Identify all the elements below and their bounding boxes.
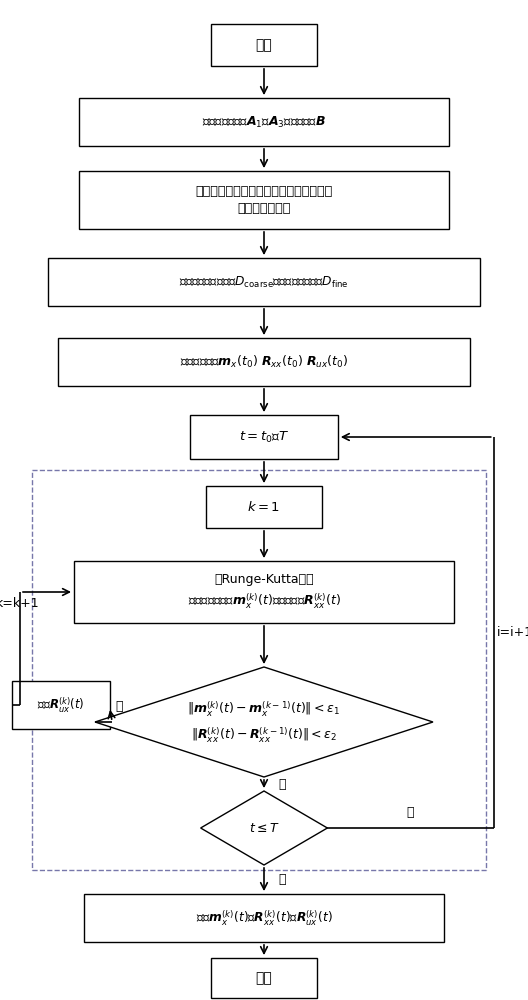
- Text: 计算$\boldsymbol{R}_{ux}^{(k)}(t)$: 计算$\boldsymbol{R}_{ux}^{(k)}(t)$: [37, 695, 84, 715]
- Polygon shape: [201, 791, 327, 865]
- Text: 输出$\boldsymbol{m}_x^{(k)}(t)$，$\boldsymbol{R}_{xx}^{(k)}(t)$，$\boldsymbol{R}_{ux: 输出$\boldsymbol{m}_x^{(k)}(t)$，$\boldsymb…: [195, 908, 333, 928]
- Text: 开始: 开始: [256, 38, 272, 52]
- Bar: [79, 98, 449, 146]
- Text: 给定初始条件$\boldsymbol{m}_x(t_0)$ $\boldsymbol{R}_{xx}(t_0)$ $\boldsymbol{R}_{ux}(t_: 给定初始条件$\boldsymbol{m}_x(t_0)$ $\boldsymb…: [180, 354, 348, 370]
- Text: 定义粗尺度时间区间$D_{\mathrm{coarse}}$和细尺度时间区间$D_{\mathrm{fine}}$: 定义粗尺度时间区间$D_{\mathrm{coarse}}$和细尺度时间区间$D…: [179, 274, 349, 290]
- Text: k=k+1: k=k+1: [0, 597, 39, 610]
- Text: $t=t_0$，$T$: $t=t_0$，$T$: [239, 429, 289, 445]
- Bar: [190, 415, 338, 459]
- Text: 初始化系统矩阵$\boldsymbol{A}_1$，$\boldsymbol{A}_3$和输入矩阵$\boldsymbol{B}$: 初始化系统矩阵$\boldsymbol{A}_1$，$\boldsymbol{A…: [202, 114, 326, 130]
- Bar: [211, 958, 317, 998]
- Text: 用Runge-Kutta方法
计算响应的平均$\boldsymbol{m}_x^{(k)}(t)$和均方函数$\boldsymbol{R}_{xx}^{(k)}: 用Runge-Kutta方法 计算响应的平均$\boldsymbol{m}_x^…: [187, 573, 341, 611]
- Text: 结束: 结束: [256, 971, 272, 985]
- Bar: [12, 681, 110, 729]
- Text: 是: 是: [407, 806, 414, 820]
- Text: $t\leq T$: $t\leq T$: [249, 822, 279, 834]
- Bar: [74, 561, 454, 623]
- Bar: [58, 338, 470, 386]
- Text: 是: 是: [279, 778, 286, 790]
- Text: $k=1$: $k=1$: [248, 500, 280, 514]
- Text: 否: 否: [279, 873, 286, 886]
- Text: i=i+1: i=i+1: [497, 626, 528, 639]
- Text: $\|\boldsymbol{m}_x^{(k)}(t)-\boldsymbol{m}_x^{(k-1)}(t)\|<\varepsilon_1$
$\|\bo: $\|\boldsymbol{m}_x^{(k)}(t)-\boldsymbol…: [187, 699, 341, 745]
- Bar: [32, 470, 486, 870]
- Bar: [211, 24, 317, 66]
- Bar: [84, 894, 444, 942]
- Bar: [206, 486, 322, 528]
- Text: 否: 否: [115, 700, 122, 713]
- Text: 建立非线性系统状态响应的矩函数方程及
封闭矩函数方程: 建立非线性系统状态响应的矩函数方程及 封闭矩函数方程: [195, 185, 333, 215]
- Bar: [79, 171, 449, 229]
- Bar: [48, 258, 480, 306]
- Polygon shape: [95, 667, 433, 777]
